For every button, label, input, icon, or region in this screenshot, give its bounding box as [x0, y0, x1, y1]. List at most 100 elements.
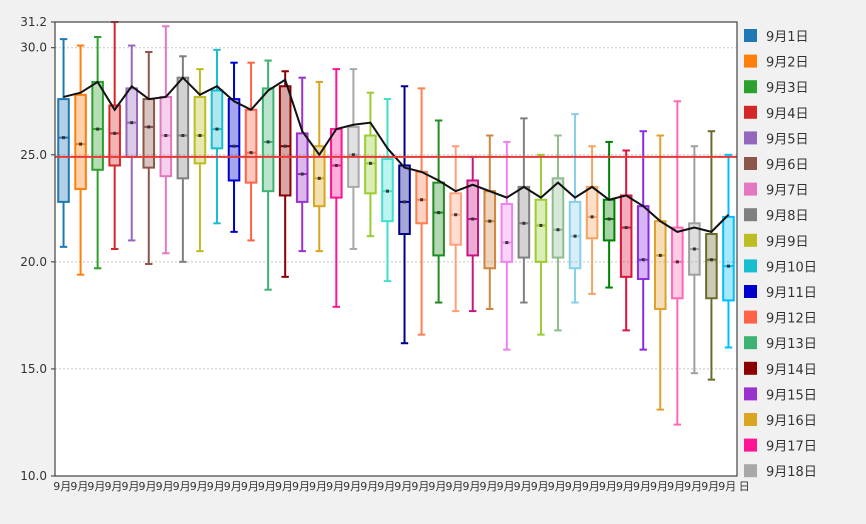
legend-swatch: [744, 413, 757, 426]
x-tick-label: 9月: [633, 480, 651, 493]
median-marker: [385, 189, 389, 193]
legend-label: 9月18日: [766, 465, 817, 480]
legend-label: 9月7日: [766, 184, 809, 199]
x-tick-label: 9月: [718, 480, 736, 493]
legend-item: 9月8日: [744, 208, 809, 224]
median-marker: [283, 144, 287, 148]
x-tick-label: 9月: [701, 480, 719, 493]
legend-swatch: [744, 131, 757, 145]
x-tick-label: 9月: [599, 480, 617, 493]
legend-item: 9月12日: [744, 310, 817, 327]
x-tick-label: 9月: [445, 480, 463, 493]
median-marker: [709, 258, 713, 262]
box-38: [688, 145, 701, 375]
legend-label: 9月17日: [766, 440, 817, 455]
mean-line-layer: [63, 76, 730, 233]
legend-swatch: [744, 233, 757, 247]
x-tick-label: 9月: [309, 480, 327, 493]
box-iqr: [57, 98, 70, 203]
median-marker: [198, 134, 202, 137]
median-marker: [300, 172, 304, 176]
legend-label: 9月3日: [766, 81, 809, 96]
legend-label: 9月11日: [766, 286, 817, 301]
legend-label: 9月14日: [766, 363, 817, 378]
legend-label: 9月9日: [766, 235, 809, 250]
legend-item: 9月16日: [744, 413, 817, 429]
median-marker: [147, 125, 151, 129]
legend-item: 9月13日: [744, 336, 817, 352]
x-tick-label: 9月: [292, 480, 310, 493]
x-axis: 9月 9月 9月 9月 9月 9月 9月 9月 9月 9月 9月 9月 9月 9月 9月 9月 9月 9月 9月 9月…: [53, 480, 749, 493]
legend-swatch: [744, 54, 757, 68]
legend-swatch: [744, 438, 757, 452]
legend-swatch: [744, 336, 757, 350]
x-tick-label: 9月: [326, 480, 344, 493]
legend-label: 9月2日: [766, 56, 809, 71]
box-31: [568, 113, 582, 304]
legend-label: 9月1日: [766, 30, 809, 45]
median-marker: [249, 151, 253, 155]
x-tick-label: 9月: [462, 480, 480, 493]
x-tick-label: 9月: [241, 480, 259, 493]
x-tick-label: 9月: [139, 480, 157, 493]
median-marker: [113, 131, 117, 135]
box-23: [432, 119, 445, 304]
legend-swatch: [744, 80, 757, 94]
legend-item: 9月15日: [744, 387, 817, 403]
box-iqr: [500, 203, 514, 263]
x-tick-label: 9月: [207, 480, 225, 493]
box-19: [364, 91, 377, 238]
median-marker: [692, 247, 696, 251]
legend-item: 9月6日: [744, 157, 809, 173]
box-21: [398, 85, 411, 345]
legend-label: 9月13日: [766, 337, 817, 352]
box-39: [705, 130, 718, 381]
x-tick-label: 9月: [360, 480, 378, 493]
legend-label: 9月4日: [766, 107, 809, 122]
median-marker: [437, 211, 441, 215]
median-marker: [505, 241, 509, 245]
legend-swatch: [744, 387, 757, 401]
median-marker: [726, 264, 730, 268]
legend-item: 9月17日: [744, 438, 817, 455]
legend-item: 9月9日: [744, 233, 809, 250]
legend-item: 9月2日: [744, 54, 809, 71]
median-marker: [351, 153, 355, 157]
reference-line-layer: [54, 21, 738, 477]
box-11: [227, 61, 241, 233]
median-marker: [164, 134, 168, 137]
x-tick-label-end: 日: [739, 480, 750, 493]
x-tick-label: 9月: [616, 480, 634, 493]
legend-label: 9月8日: [766, 209, 809, 224]
x-tick-label: 9月: [565, 480, 583, 493]
box-9: [193, 68, 207, 253]
y-tick-label: 10.0: [20, 469, 47, 483]
box-iqr: [244, 108, 258, 184]
median-marker: [522, 221, 526, 225]
legend-item: 9月10日: [744, 259, 817, 275]
legend-swatch: [744, 310, 757, 324]
box-13: [261, 59, 275, 291]
box-27: [500, 140, 514, 351]
x-tick-label: 9月: [87, 480, 105, 493]
x-tick-label: 9月: [411, 480, 429, 493]
legend-item: 9月1日: [744, 29, 809, 45]
median-marker: [62, 136, 66, 140]
x-tick-label: 9月: [173, 480, 191, 493]
box-40: [722, 153, 735, 349]
box-iqr: [585, 185, 599, 240]
box-iqr: [636, 205, 650, 280]
legend-item: 9月5日: [744, 131, 809, 147]
box-29: [534, 153, 548, 336]
box-iqr: [483, 190, 497, 270]
box-iqr: [312, 145, 326, 208]
y-axis: 10.0 15.0 20.0 25.0 30.0 31.2: [20, 15, 55, 483]
x-tick-label: 9月: [650, 480, 668, 493]
x-tick-label: 9月: [480, 480, 498, 493]
box-iqr: [210, 89, 224, 150]
x-tick-label: 9月: [497, 480, 515, 493]
legend-swatch: [744, 29, 757, 42]
median-marker: [556, 228, 560, 232]
box-iqr: [415, 170, 428, 225]
legend-item: 9月4日: [744, 105, 809, 122]
